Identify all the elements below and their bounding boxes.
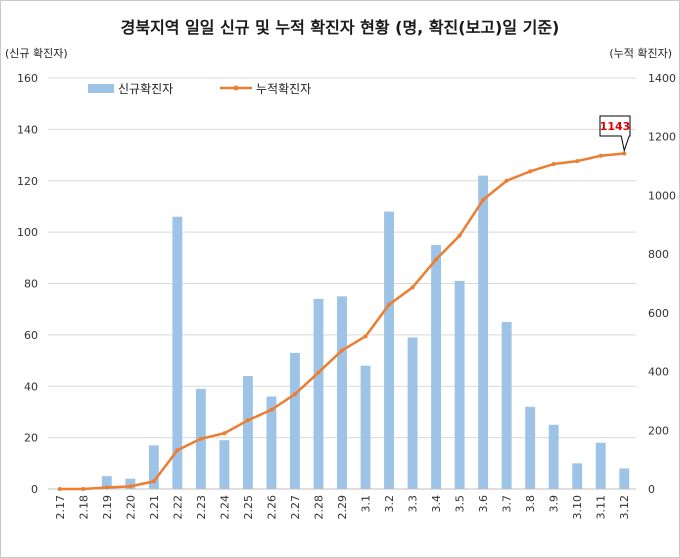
- bar: [501, 322, 512, 489]
- cumulative-point: [434, 257, 439, 262]
- legend-swatch-point: [233, 85, 239, 91]
- bar: [266, 396, 277, 489]
- bar: [431, 244, 442, 489]
- x-axis-tick-label: 2.22: [171, 495, 184, 520]
- right-axis-tick-label: 0: [648, 483, 655, 496]
- cumulative-point: [316, 370, 321, 375]
- right-axis-tick-label: 1200: [648, 131, 676, 144]
- bar: [219, 440, 230, 489]
- x-axis-tick-label: 3.5: [454, 495, 467, 513]
- left-axis-tick-label: 120: [17, 175, 38, 188]
- right-axis-label: (누적 확진자): [609, 47, 672, 60]
- x-axis-tick-label: 2.29: [336, 495, 349, 520]
- left-axis-label: (신규 확진자): [5, 47, 68, 60]
- cumulative-point: [175, 448, 180, 453]
- right-axis-tick-label: 1000: [648, 189, 676, 202]
- x-axis-tick-label: 2.19: [101, 495, 114, 520]
- bar: [619, 468, 630, 489]
- bar: [478, 175, 489, 490]
- left-axis-tick-label: 60: [24, 329, 38, 342]
- cumulative-point: [387, 302, 392, 307]
- cumulative-point: [481, 197, 486, 202]
- cumulative-point: [292, 392, 297, 397]
- left-axis-tick-label: 20: [24, 432, 38, 445]
- bar: [125, 478, 136, 489]
- x-axis-tick-label: 2.18: [77, 495, 90, 520]
- cumulative-point: [198, 436, 203, 441]
- bar: [313, 298, 324, 489]
- x-axis-tick-label: 2.21: [148, 495, 161, 520]
- cumulative-point: [528, 169, 533, 174]
- callout-box: [599, 115, 631, 153]
- bar: [384, 211, 394, 489]
- left-axis-tick-label: 80: [24, 278, 38, 291]
- x-axis-tick-label: 2.24: [218, 495, 231, 520]
- x-axis-tick-label: 2.28: [312, 495, 325, 520]
- x-axis-tick-label: 3.11: [595, 495, 608, 520]
- cumulative-point: [551, 162, 556, 167]
- x-axis-tick-label: 3.4: [430, 495, 443, 513]
- bar: [172, 216, 183, 489]
- legend-label-line: 누적확진자: [256, 82, 311, 96]
- cumulative-point: [622, 151, 627, 156]
- x-axis-tick-label: 2.17: [54, 495, 67, 520]
- cumulative-point: [104, 485, 109, 490]
- x-axis-tick-label: 2.27: [289, 495, 302, 520]
- x-axis-tick-label: 3.7: [501, 495, 514, 513]
- x-axis-tick-label: 3.12: [618, 495, 631, 520]
- x-axis-tick-label: 2.20: [124, 495, 137, 520]
- right-axis-tick-label: 800: [648, 248, 669, 261]
- right-axis-tick-label: 1400: [648, 72, 676, 85]
- right-axis-tick-label: 400: [648, 366, 669, 379]
- cumulative-point: [151, 479, 156, 484]
- callout-label: 1143: [600, 120, 631, 133]
- x-axis-tick-label: 2.26: [265, 495, 278, 520]
- bar: [337, 296, 347, 489]
- x-axis-tick-label: 2.23: [195, 495, 208, 520]
- bar: [242, 375, 253, 489]
- bar: [454, 280, 465, 489]
- bar: [407, 337, 418, 489]
- chart-title: 경북지역 일일 신규 및 누적 확진자 현황 (명, 확진(보고)일 기준): [120, 18, 560, 37]
- left-axis-tick-label: 140: [17, 123, 38, 136]
- x-axis-tick-label: 3.9: [548, 495, 561, 513]
- cumulative-point: [363, 334, 368, 339]
- left-axis-tick-label: 160: [17, 72, 38, 85]
- x-axis-tick-label: 2.25: [242, 495, 255, 520]
- x-axis-tick-label: 3.6: [477, 495, 490, 513]
- cumulative-point: [128, 484, 133, 489]
- left-axis-tick-label: 100: [17, 226, 38, 239]
- cumulative-point: [598, 153, 603, 158]
- right-axis-tick-label: 200: [648, 424, 669, 437]
- x-axis-tick-label: 3.2: [383, 495, 396, 513]
- x-axis-tick-label: 3.3: [407, 495, 420, 513]
- cumulative-point: [245, 418, 250, 423]
- bar: [548, 424, 559, 489]
- cumulative-point: [457, 233, 462, 238]
- legend-label-bar: 신규확진자: [118, 82, 173, 96]
- bar: [290, 352, 300, 489]
- bar: [148, 445, 159, 489]
- left-axis-tick-label: 0: [31, 483, 38, 496]
- cumulative-point: [575, 159, 580, 164]
- x-axis-tick-label: 3.8: [524, 495, 537, 513]
- cumulative-point: [57, 487, 62, 491]
- legend-swatch-bar: [88, 84, 114, 93]
- cumulative-point: [504, 178, 509, 183]
- bar: [525, 406, 536, 489]
- x-axis-tick-label: 3.1: [360, 495, 373, 513]
- left-axis-tick-label: 40: [24, 380, 38, 393]
- bar: [595, 442, 606, 489]
- cumulative-point: [222, 431, 227, 436]
- cumulative-point: [410, 285, 415, 290]
- bar: [572, 463, 583, 489]
- cumulative-point: [81, 487, 86, 491]
- x-axis-tick-label: 3.10: [571, 495, 584, 520]
- right-axis-tick-label: 600: [648, 307, 669, 320]
- bar: [360, 365, 371, 489]
- cumulative-point: [340, 348, 344, 353]
- cumulative-point: [269, 407, 274, 412]
- bar: [101, 476, 112, 489]
